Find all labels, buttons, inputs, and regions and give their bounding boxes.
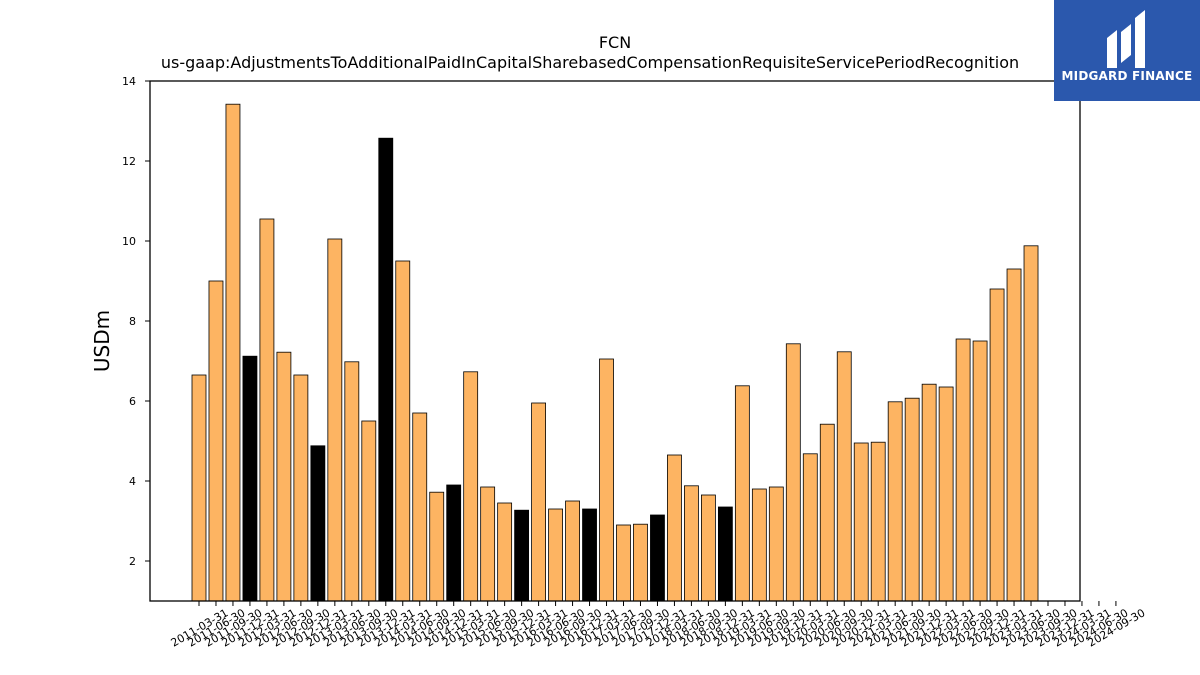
bar bbox=[582, 508, 597, 602]
chart-subtitle: us-gaap:AdjustmentsToAdditionalPaidInCap… bbox=[161, 53, 1019, 72]
bar bbox=[955, 338, 971, 602]
y-tick-label: 12 bbox=[122, 155, 136, 168]
bar bbox=[225, 103, 241, 602]
bar bbox=[242, 355, 258, 602]
midgard-logo-icon bbox=[1107, 10, 1145, 68]
bar bbox=[497, 502, 513, 602]
bar bbox=[548, 508, 563, 602]
bar bbox=[565, 500, 580, 602]
bar bbox=[1023, 245, 1039, 602]
bar bbox=[616, 524, 631, 602]
bar bbox=[412, 412, 428, 602]
bar bbox=[751, 488, 767, 602]
brand-logo: MIDGARD FINANCE bbox=[1054, 0, 1200, 101]
bar bbox=[972, 340, 988, 602]
plot-frame bbox=[149, 80, 1081, 602]
bar bbox=[802, 453, 818, 602]
bar bbox=[259, 218, 275, 602]
bar bbox=[480, 486, 496, 602]
bar bbox=[293, 374, 309, 602]
bar bbox=[717, 506, 733, 602]
bar bbox=[989, 288, 1005, 602]
x-axis: 2011-03-312011-06-302011-09-302011-12-31… bbox=[169, 601, 1147, 650]
bar bbox=[599, 358, 614, 602]
bar bbox=[650, 514, 665, 602]
bar bbox=[701, 494, 716, 602]
bar bbox=[191, 374, 207, 602]
bar bbox=[836, 351, 852, 602]
bar bbox=[327, 238, 343, 602]
logo-text: MIDGARD FINANCE bbox=[1061, 69, 1193, 83]
bar bbox=[446, 484, 462, 602]
bar bbox=[531, 402, 546, 602]
y-tick-label: 4 bbox=[129, 475, 136, 488]
y-axis-label: USDm bbox=[90, 310, 114, 372]
bar bbox=[887, 401, 903, 602]
bar bbox=[463, 371, 479, 602]
bar bbox=[514, 509, 530, 602]
bar bbox=[667, 454, 682, 602]
y-tick-label: 6 bbox=[129, 395, 136, 408]
bar bbox=[344, 361, 360, 602]
bar bbox=[734, 385, 750, 602]
bar bbox=[1006, 268, 1022, 602]
bar bbox=[208, 280, 224, 602]
y-tick-label: 8 bbox=[129, 315, 136, 328]
bar bbox=[853, 442, 869, 602]
y-tick-label: 14 bbox=[122, 75, 136, 88]
chart-title: FCN bbox=[599, 33, 631, 52]
bar bbox=[378, 137, 394, 602]
bar bbox=[633, 523, 648, 602]
bar bbox=[768, 486, 784, 602]
y-tick-label: 2 bbox=[129, 555, 136, 568]
bar bbox=[684, 485, 699, 602]
bar bbox=[819, 423, 835, 602]
bar bbox=[870, 441, 886, 602]
bar bbox=[429, 491, 445, 602]
bar bbox=[938, 386, 954, 602]
bar bbox=[785, 343, 801, 602]
y-axis: 2 4 6 8 10 12 14 bbox=[122, 75, 150, 568]
bars bbox=[191, 103, 1039, 602]
bar bbox=[921, 383, 937, 602]
bar bbox=[361, 420, 377, 602]
bar bbox=[904, 397, 920, 602]
bar bbox=[276, 351, 292, 602]
y-tick-label: 10 bbox=[122, 235, 136, 248]
bar bbox=[310, 445, 326, 602]
bar bbox=[395, 260, 411, 602]
